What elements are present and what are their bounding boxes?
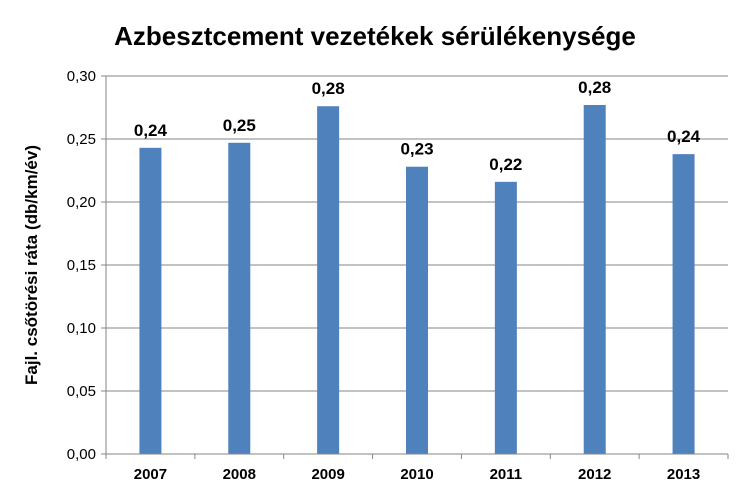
- y-tick-label: 0,05: [67, 383, 96, 400]
- x-tick-label: 2008: [223, 466, 256, 483]
- y-tick-label: 0,25: [67, 131, 96, 148]
- axes: [101, 75, 729, 459]
- y-tick-label: 0,20: [67, 194, 96, 211]
- y-tick-label: 0,00: [67, 446, 96, 463]
- bar-2007: [139, 147, 162, 454]
- y-tick-label: 0,15: [67, 257, 96, 274]
- data-label-2013: 0,24: [667, 127, 701, 146]
- y-axis-label: Fajl. csőtörési ráta (db/km/év): [22, 145, 41, 385]
- data-labels: 0,24 0,25 0,28 0,23 0,22 0,28 0,24: [134, 78, 701, 174]
- bars: [139, 104, 695, 455]
- data-label-2012: 0,28: [578, 78, 611, 97]
- x-tick-label: 2013: [667, 466, 700, 483]
- bar-2008: [228, 142, 251, 454]
- bar-2012: [583, 104, 606, 454]
- data-label-2011: 0,22: [489, 155, 522, 174]
- bar-2013: [672, 154, 695, 454]
- y-tick-labels: 0,00 0,05 0,10 0,15 0,20 0,25 0,30: [67, 68, 96, 463]
- x-tick-label: 2007: [134, 466, 167, 483]
- data-label-2010: 0,23: [400, 140, 433, 159]
- x-tick-label: 2010: [400, 466, 433, 483]
- data-label-2009: 0,28: [312, 79, 345, 98]
- x-tick-label: 2012: [578, 466, 611, 483]
- bar-2010: [406, 166, 428, 454]
- y-tick-label: 0,30: [67, 68, 96, 85]
- x-tick-label: 2011: [490, 466, 523, 483]
- y-tick-label: 0,10: [67, 320, 96, 337]
- x-tick-label: 2009: [311, 466, 344, 483]
- chart-title: Azbesztcement vezetékek sérülékenysége: [114, 21, 636, 51]
- bar-2011: [494, 181, 517, 454]
- bar-2009: [317, 106, 340, 455]
- x-tick-labels: 2007 2008 2009 2010 2011 2012 2013: [134, 466, 701, 483]
- data-label-2008: 0,25: [223, 116, 256, 135]
- data-label-2007: 0,24: [134, 121, 168, 140]
